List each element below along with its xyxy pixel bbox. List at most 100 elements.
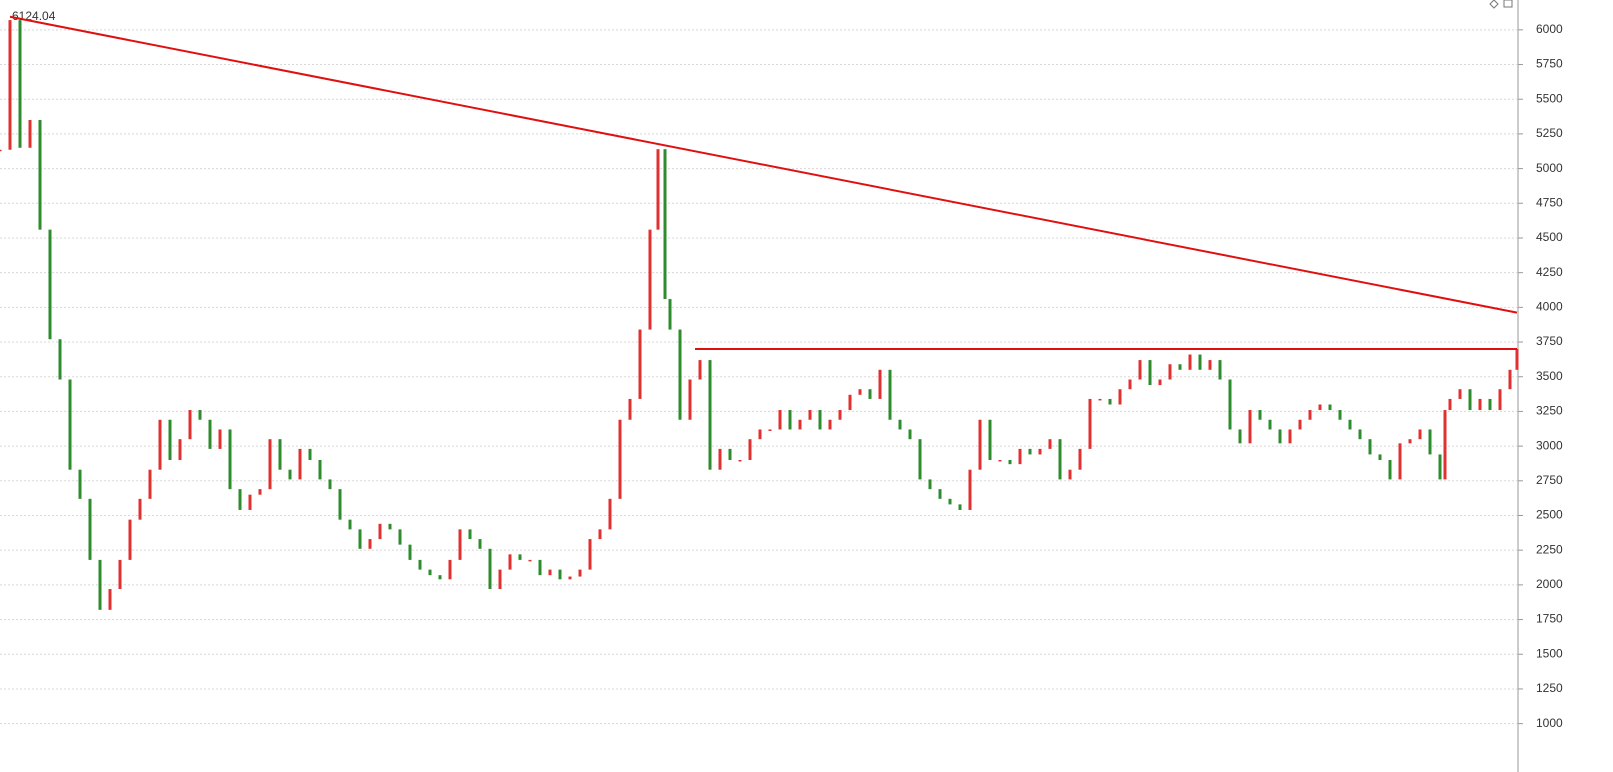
price-bar (1278, 429, 1282, 444)
price-bar (488, 548, 492, 590)
price-bar (1443, 410, 1447, 480)
price-bar (728, 448, 732, 460)
price-bar (1148, 360, 1152, 386)
price-bar (663, 149, 667, 300)
price-bar (588, 539, 592, 570)
price-bar (1088, 398, 1092, 449)
y-tick-label: 3250 (1536, 404, 1563, 418)
y-tick-label: 4250 (1536, 265, 1563, 279)
price-bar (1398, 443, 1402, 480)
price-bar (408, 544, 412, 560)
price-bar (1028, 448, 1032, 455)
price-bar (678, 329, 682, 420)
price-bar (88, 498, 92, 560)
price-bar (1208, 360, 1212, 370)
price-bar (838, 410, 842, 420)
price-bar (868, 389, 872, 399)
price-bar (178, 439, 182, 460)
price-bar (508, 554, 512, 570)
price-bar (258, 489, 262, 495)
price-bar (958, 504, 962, 510)
price-bar (358, 529, 362, 549)
price-bar (148, 469, 152, 499)
price-bar (1248, 410, 1252, 444)
trend-line (9, 15, 1518, 314)
price-bar (1068, 469, 1072, 480)
y-tick-label: 3000 (1536, 438, 1563, 452)
price-bar (48, 229, 52, 340)
price-bar (68, 379, 72, 470)
price-bar (598, 529, 602, 540)
price-bar (798, 419, 802, 430)
price-bar (578, 569, 582, 577)
price-bar (908, 429, 912, 440)
price-bar (808, 410, 812, 420)
price-bar (818, 410, 822, 430)
price-bar (748, 439, 752, 460)
price-bar (968, 469, 972, 510)
price-bar (758, 429, 762, 440)
price-bar (218, 429, 222, 449)
price-bar (1218, 360, 1222, 380)
price-bar (1318, 404, 1322, 411)
price-bar (738, 459, 742, 462)
y-tick-label: 5750 (1536, 57, 1563, 71)
price-bar (28, 120, 32, 148)
price-bar (1348, 419, 1352, 430)
y-tick-label: 1500 (1536, 646, 1563, 660)
price-bar (448, 559, 452, 580)
icon[interactable] (1489, 0, 1499, 9)
price-bar (1098, 398, 1102, 401)
price-bar (388, 523, 392, 530)
price-bar (1138, 360, 1142, 380)
price-bar (78, 469, 82, 499)
price-bar (1038, 448, 1042, 455)
price-bar (668, 299, 672, 330)
price-bar (1438, 454, 1442, 480)
price-bar (1488, 398, 1492, 411)
price-bar (18, 20, 22, 148)
price-bar (1168, 364, 1172, 380)
y-tick-label: 2750 (1536, 473, 1563, 487)
price-bar (1078, 448, 1082, 470)
price-bar (1515, 348, 1519, 370)
y-tick-label: 2500 (1536, 508, 1563, 522)
price-bar (58, 339, 62, 380)
price-bar (288, 469, 292, 480)
price-bar (1378, 454, 1382, 460)
price-bar (618, 419, 622, 499)
price-bar (688, 379, 692, 420)
price-bar (208, 419, 212, 449)
price-bar (1358, 429, 1362, 440)
price-bar (1238, 429, 1242, 444)
price-bar (368, 539, 372, 549)
price-bar (568, 576, 572, 580)
price-bar (898, 419, 902, 430)
price-bar (1258, 410, 1262, 420)
price-bar (1508, 369, 1512, 390)
price-bar (998, 459, 1002, 462)
price-bar (108, 589, 112, 610)
price-bar (338, 489, 342, 520)
price-bar (1288, 429, 1292, 444)
price-bar (1228, 379, 1232, 430)
price-bar (8, 20, 12, 150)
price-bar (628, 398, 632, 420)
price-bar (978, 419, 982, 470)
price-bar (138, 498, 142, 520)
price-bar (1468, 389, 1472, 411)
y-tick-label: 5250 (1536, 126, 1563, 140)
price-bar (1308, 410, 1312, 420)
price-bar (608, 498, 612, 530)
y-tick-label: 4750 (1536, 195, 1563, 209)
price-bar (1158, 379, 1162, 386)
price-bar (858, 389, 862, 395)
price-bar (398, 529, 402, 545)
price-bar (328, 479, 332, 490)
price-bar (708, 360, 712, 470)
price-bar (778, 410, 782, 430)
icon[interactable] (1503, 0, 1513, 8)
y-tick-label: 2000 (1536, 577, 1563, 591)
price-bar (848, 394, 852, 411)
